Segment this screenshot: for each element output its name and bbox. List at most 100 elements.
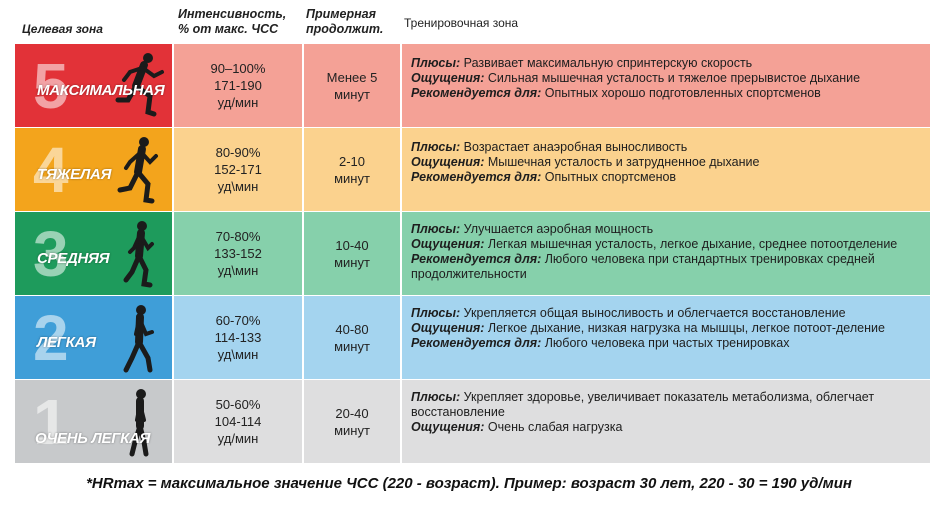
pros-line: Плюсы: Укрепляет здоровье, увеличивает п… <box>411 390 922 420</box>
feel-text: Очень слабая нагрузка <box>484 420 623 434</box>
duration-value: 20-40 <box>335 405 369 421</box>
duration-unit: минут <box>334 338 370 354</box>
recommend-text: Опытных хорошо подготовленных спортсмено… <box>541 86 821 100</box>
runner-icon <box>117 137 158 204</box>
zone-row-5: 5 МАКСИМАЛЬНАЯ 90–100% 171-190 уд/мин Ме… <box>15 44 930 127</box>
duration-cell: 10-40 минут <box>304 212 400 295</box>
intensity-unit: уд/мин <box>217 95 259 110</box>
pros-text: Укрепляет здоровье, увеличивает показате… <box>411 390 875 419</box>
feel-line: Ощущения: Мышечная усталость и затруднен… <box>411 155 922 170</box>
header-intensity-line1: Интенсивность, <box>178 7 287 21</box>
zone-badge: 2 ЛЕГКАЯ <box>15 296 172 379</box>
header-training: Тренировочная зона <box>404 16 519 30</box>
header-zone: Целевая зона <box>22 22 103 36</box>
header-intensity: Интенсивность, % от макс. ЧСС <box>178 7 303 37</box>
intensity-bpm: 171-190 <box>214 78 262 93</box>
intensity-percent: 60-70% <box>215 313 261 328</box>
intensity-unit: уд/мин <box>217 431 259 446</box>
recommend-label: Рекомендуется для: <box>411 170 542 184</box>
jogger-icon <box>123 221 154 288</box>
recommend-line: Рекомендуется для: Опытных спортсменов <box>411 170 922 185</box>
recommend-line: Рекомендуется для: Любого человека при ч… <box>411 336 922 351</box>
zone-name: СРЕДНЯЯ <box>37 250 110 267</box>
recommend-text: Любого человека при стандартных трениров… <box>411 252 875 281</box>
recommend-text: Опытных спортсменов <box>541 170 677 184</box>
zone-number: 2 <box>33 302 69 374</box>
intensity-bpm: 152-171 <box>214 162 262 177</box>
feel-line: Ощущения: Легкая мышечная усталость, лег… <box>411 237 922 252</box>
duration-cell: 20-40 минут <box>304 380 400 463</box>
pros-line: Плюсы: Развивает максимальную спринтерск… <box>411 56 922 71</box>
header-duration-line2: продолжит. <box>306 22 384 36</box>
duration-unit: минут <box>334 422 370 438</box>
intensity-percent: 50-60% <box>215 397 261 412</box>
zone-name: ЛЕГКАЯ <box>37 334 96 351</box>
pros-text: Развивает максимальную спринтерскую скор… <box>460 56 753 70</box>
pros-line: Плюсы: Укрепляется общая выносливость и … <box>411 306 922 321</box>
zone-name: ОЧЕНЬ ЛЕГКАЯ <box>35 430 151 447</box>
intensity-unit: уд\мин <box>217 347 259 362</box>
pros-label: Плюсы: <box>411 140 461 154</box>
feel-text: Легкое дыхание, низкая нагрузка на мышцы… <box>484 321 885 335</box>
intensity-bpm: 104-114 <box>214 414 262 429</box>
zone-name: МАКСИМАЛЬНАЯ <box>37 82 165 99</box>
duration-unit: минут <box>334 170 370 186</box>
recommend-line: Рекомендуется для: Любого человека при с… <box>411 252 922 282</box>
duration-unit: минут <box>334 86 370 102</box>
training-cell: Плюсы: Улучшается аэробная мощность Ощущ… <box>402 212 930 295</box>
intensity-cell: 70-80% 133-152 уд\мин <box>174 212 302 295</box>
pros-label: Плюсы: <box>411 222 461 236</box>
stroller-icon <box>129 389 149 457</box>
duration-unit: минут <box>334 254 370 270</box>
zone-number: 3 <box>33 218 69 290</box>
feel-text: Легкая мышечная усталость, легкое дыхани… <box>484 237 898 251</box>
pros-label: Плюсы: <box>411 306 461 320</box>
duration-value: 2-10 <box>338 153 366 169</box>
zone-row-4: 4 ТЯЖЕЛАЯ 80-90% 152-171 уд\мин 2-10 мин… <box>15 128 930 211</box>
intensity-unit: уд\мин <box>217 263 259 278</box>
hrmax-footnote: *HRmax = максимальное значение ЧСС (220 … <box>86 475 852 492</box>
zone-number: 4 <box>33 134 69 206</box>
feel-label: Ощущения: <box>411 71 485 85</box>
feel-label: Ощущения: <box>411 155 485 169</box>
header-intensity-line2: % от макс. ЧСС <box>178 22 279 36</box>
intensity-bpm: 114-133 <box>214 330 262 345</box>
duration-value: 40-80 <box>335 321 369 337</box>
zone-row-1: 1 ОЧЕНЬ ЛЕГКАЯ 50-60% 104-114 уд/мин 20-… <box>15 380 930 463</box>
recommend-line: Рекомендуется для: Опытных хорошо подгот… <box>411 86 922 101</box>
walker-icon <box>123 305 154 373</box>
zone-number: 5 <box>33 50 69 122</box>
intensity-cell: 60-70% 114-133 уд\мин <box>174 296 302 379</box>
zone-row-3: 3 СРЕДНЯЯ 70-80% 133-152 уд\мин 10-40 ми… <box>15 212 930 295</box>
duration-value: 10-40 <box>335 237 369 253</box>
pros-label: Плюсы: <box>411 56 461 70</box>
recommend-label: Рекомендуется для: <box>411 336 542 350</box>
pros-label: Плюсы: <box>411 390 461 404</box>
recommend-label: Рекомендуется для: <box>411 252 542 266</box>
header-duration-line1: Примерная <box>306 7 376 21</box>
zone-name: ТЯЖЕЛАЯ <box>37 166 112 183</box>
intensity-percent: 90–100% <box>210 61 266 76</box>
pros-text: Укрепляется общая выносливость и облегча… <box>460 306 846 320</box>
duration-cell: 2-10 минут <box>304 128 400 211</box>
zone-number: 1 <box>33 386 69 458</box>
zone-badge: 4 ТЯЖЕЛАЯ <box>15 128 172 211</box>
feel-text: Сильная мышечная усталость и тяжелое пре… <box>484 71 861 85</box>
intensity-percent: 80-90% <box>215 145 261 160</box>
zone-row-2: 2 ЛЕГКАЯ 60-70% 114-133 уд\мин 40-80 мин… <box>15 296 930 379</box>
sprinter-icon <box>115 53 164 117</box>
intensity-cell: 80-90% 152-171 уд\мин <box>174 128 302 211</box>
training-cell: Плюсы: Укрепляет здоровье, увеличивает п… <box>402 380 930 463</box>
intensity-cell: 50-60% 104-114 уд/мин <box>174 380 302 463</box>
zone-badge: 3 СРЕДНЯЯ <box>15 212 172 295</box>
training-cell: Плюсы: Развивает максимальную спринтерск… <box>402 44 930 127</box>
pros-line: Плюсы: Возрастает анаэробная выносливост… <box>411 140 922 155</box>
feel-line: Ощущения: Сильная мышечная усталость и т… <box>411 71 922 86</box>
intensity-unit: уд\мин <box>217 179 259 194</box>
training-cell: Плюсы: Укрепляется общая выносливость и … <box>402 296 930 379</box>
recommend-label: Рекомендуется для: <box>411 86 542 100</box>
recommend-text: Любого человека при частых тренировках <box>541 336 790 350</box>
duration-cell: 40-80 минут <box>304 296 400 379</box>
pros-text: Улучшается аэробная мощность <box>460 222 654 236</box>
intensity-cell: 90–100% 171-190 уд/мин <box>174 44 302 127</box>
